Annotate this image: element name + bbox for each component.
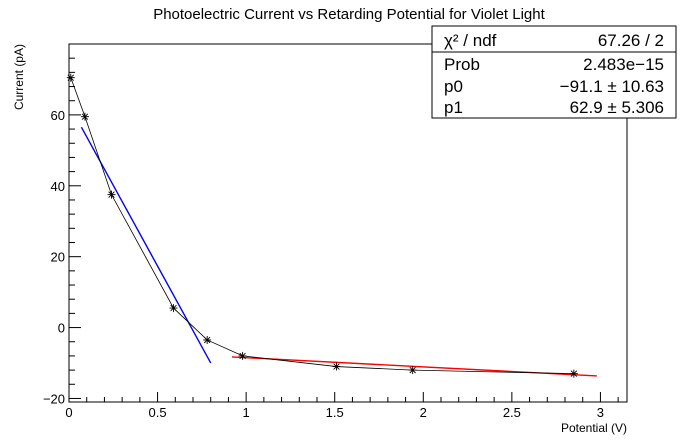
axes (68, 43, 628, 403)
stats-label-p1: p1 (444, 98, 463, 117)
data-point-stroke (108, 191, 115, 198)
stats-value-chi2: 67.26 / 2 (598, 31, 664, 50)
fit-statistics-box: χ² / ndf 67.26 / 2 Prob 2.483e−15 p0 −91… (431, 25, 677, 119)
data-point (169, 304, 178, 313)
x-tick-label: 0.5 (149, 405, 167, 420)
x-tick-label: 0 (65, 405, 72, 420)
x-tick-label: 3 (597, 405, 604, 420)
y-tick-label: −20 (43, 391, 65, 406)
y-axis-label: Current (pA) (12, 44, 26, 110)
y-tick-label: 40 (51, 179, 65, 194)
x-tick-label: 2 (420, 405, 427, 420)
data-point-stroke (239, 352, 246, 360)
x-axis-label: Potential (V) (561, 421, 627, 435)
series-connecting-line (70, 77, 574, 375)
y-tick-label: 0 (58, 321, 65, 336)
data-point (107, 190, 116, 199)
stats-box-frame (431, 25, 677, 119)
stats-label-p0: p0 (444, 77, 463, 96)
y-tick-label: 20 (51, 250, 65, 265)
chart-title: Photoelectric Current vs Retarding Poten… (153, 6, 545, 23)
data-point-stroke (203, 336, 211, 344)
stats-value-p0: −91.1 ± 10.63 (560, 77, 664, 96)
stats-value-prob: 2.483e−15 (583, 55, 664, 74)
y-tick-label: 60 (51, 108, 65, 123)
data-point (569, 369, 578, 378)
fit-line-blue (80, 126, 212, 364)
stats-value-p1: 62.9 ± 5.306 (570, 98, 664, 117)
data-point-stroke (570, 370, 578, 377)
x-tick-label: 1 (243, 405, 250, 420)
x-tick-label: 2.5 (503, 405, 521, 420)
plot-frame (68, 43, 628, 403)
data-point-stroke (409, 366, 416, 374)
data-point (80, 112, 89, 121)
data-point (408, 366, 417, 375)
data-point-stroke (81, 113, 89, 120)
data-point-stroke (67, 74, 74, 81)
data-point (66, 73, 75, 82)
fit-lines (80, 126, 597, 377)
data-point (332, 362, 341, 371)
data-point-stroke (333, 363, 340, 370)
data-point (238, 351, 247, 360)
stats-label-chi2: χ² / ndf (444, 31, 497, 50)
data-point (203, 335, 212, 344)
x-tick-label: 1.5 (326, 405, 344, 420)
stats-label-prob: Prob (444, 55, 480, 74)
data-point-stroke (170, 304, 177, 312)
data-series (66, 73, 578, 378)
